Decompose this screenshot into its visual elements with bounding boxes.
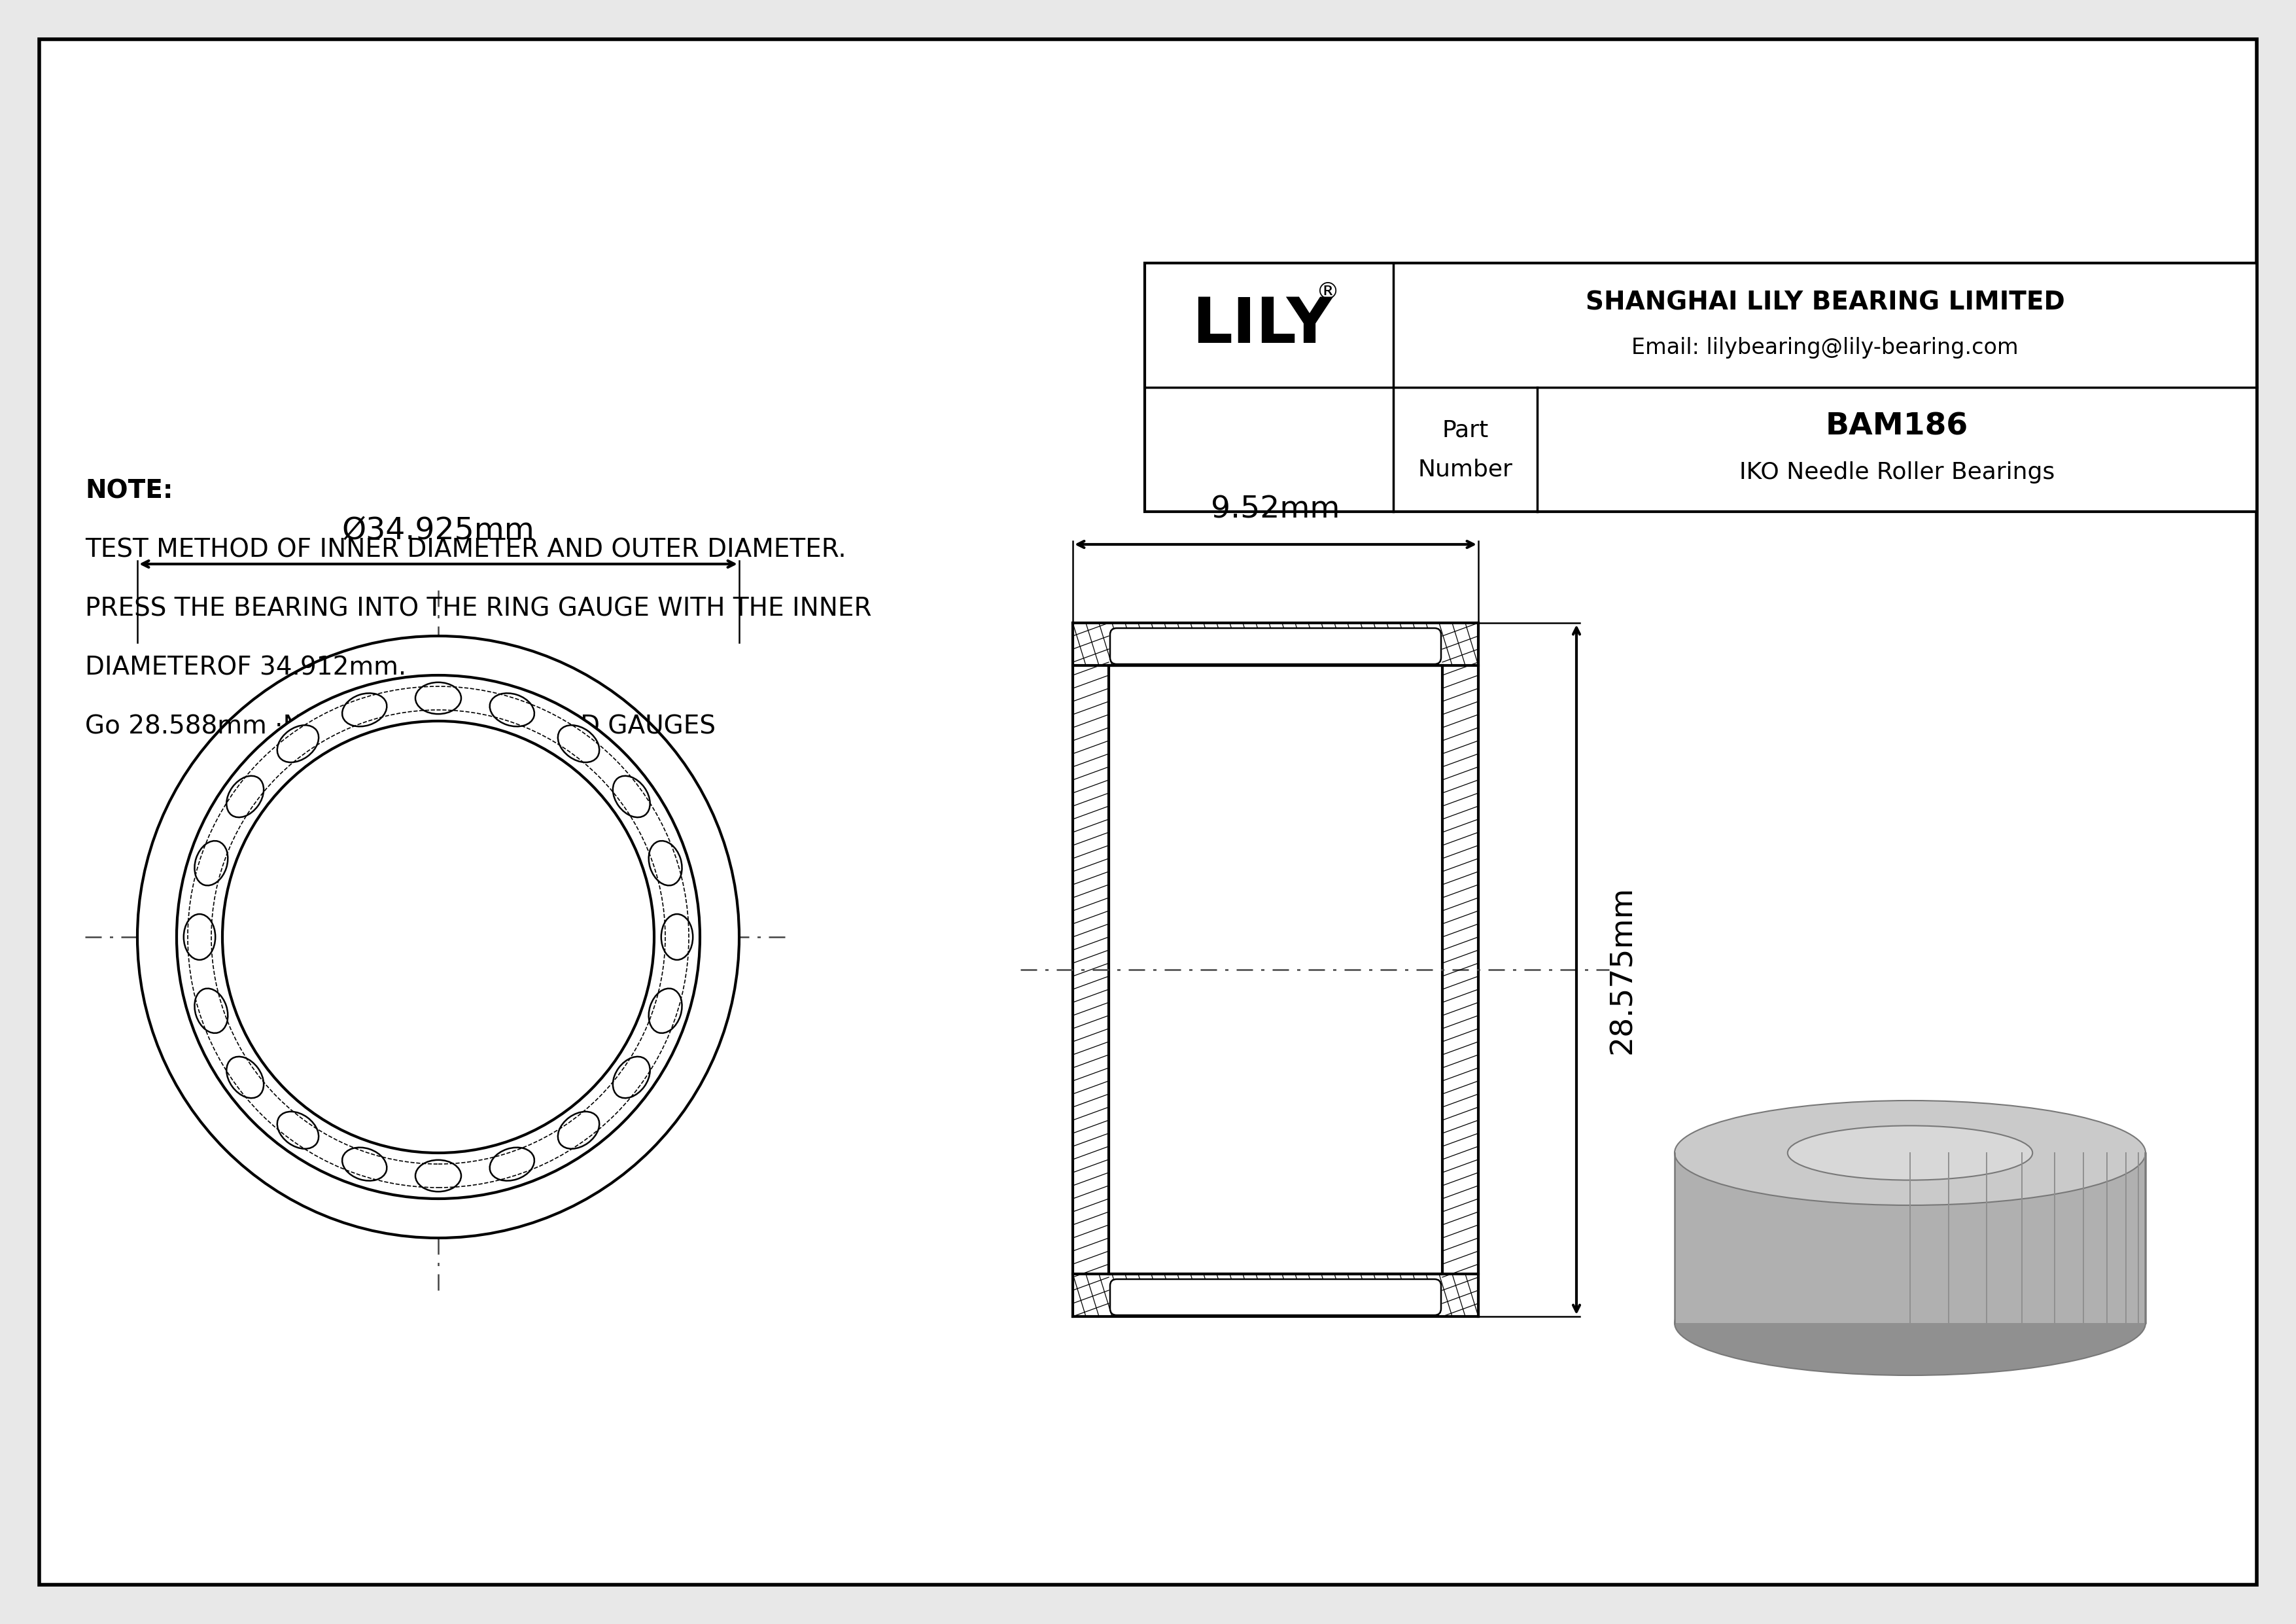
Ellipse shape [342,1148,386,1181]
Ellipse shape [650,841,682,885]
Circle shape [223,721,654,1153]
Ellipse shape [195,841,227,885]
FancyBboxPatch shape [1109,1280,1442,1315]
Ellipse shape [650,989,682,1033]
Ellipse shape [661,914,693,960]
Text: PRESS THE BEARING INTO THE RING GAUGE WITH THE INNER: PRESS THE BEARING INTO THE RING GAUGE WI… [85,596,872,622]
Text: 9.52mm: 9.52mm [1210,495,1341,525]
Ellipse shape [342,693,386,726]
Ellipse shape [489,1148,535,1181]
Ellipse shape [227,776,264,817]
Ellipse shape [558,1111,599,1148]
Ellipse shape [1789,1125,2032,1181]
Text: IKO Needle Roller Bearings: IKO Needle Roller Bearings [1740,461,2055,484]
Ellipse shape [1674,1101,2144,1205]
Text: DIAMETEROF 34.912mm.: DIAMETEROF 34.912mm. [85,656,406,680]
Text: TEST METHOD OF INNER DIAMETER AND OUTER DIAMETER.: TEST METHOD OF INNER DIAMETER AND OUTER … [85,538,847,562]
Ellipse shape [278,1111,319,1148]
Ellipse shape [489,693,535,726]
Ellipse shape [227,1057,264,1098]
Text: 28.575mm: 28.575mm [1607,885,1637,1054]
Ellipse shape [613,1057,650,1098]
Ellipse shape [613,776,650,817]
Circle shape [138,637,739,1237]
Text: Go 28.588mm ·NO GO 28.613mm FIXED GAUGES: Go 28.588mm ·NO GO 28.613mm FIXED GAUGES [85,715,716,739]
Bar [1146,263,2257,512]
Text: NOTE:: NOTE: [85,479,172,503]
Ellipse shape [184,914,216,960]
Ellipse shape [195,989,227,1033]
Ellipse shape [416,1160,461,1192]
Text: LILY: LILY [1192,296,1334,356]
Text: Number: Number [1419,458,1513,481]
Ellipse shape [416,682,461,715]
Text: ®: ® [1316,281,1339,304]
Text: Part: Part [1442,419,1488,442]
Bar [1674,1153,2144,1324]
Ellipse shape [1674,1270,2144,1376]
Text: SHANGHAI LILY BEARING LIMITED: SHANGHAI LILY BEARING LIMITED [1584,289,2064,315]
Circle shape [177,676,700,1199]
Text: BAM186: BAM186 [1825,412,1968,442]
Ellipse shape [558,726,599,762]
FancyBboxPatch shape [1109,628,1442,664]
Ellipse shape [278,726,319,762]
Text: Ø34.925mm: Ø34.925mm [342,516,535,546]
Text: Email: lilybearing@lily-bearing.com: Email: lilybearing@lily-bearing.com [1632,338,2018,359]
